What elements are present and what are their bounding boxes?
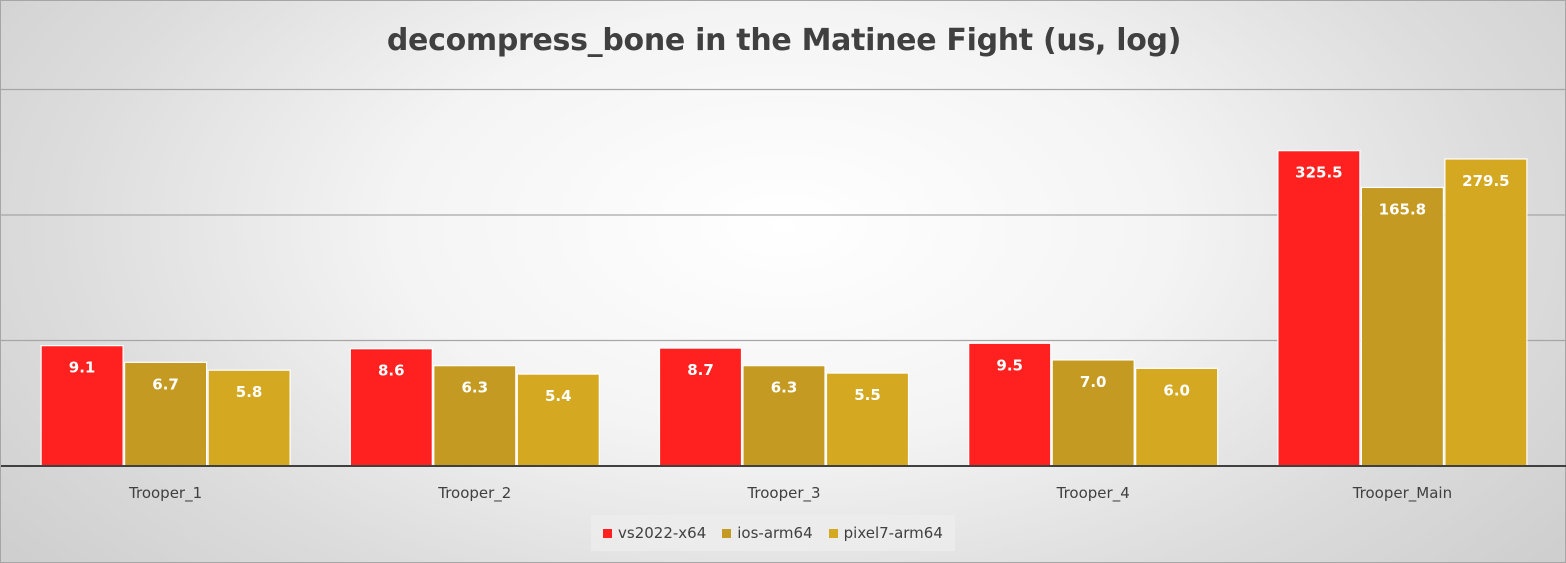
data-label: 7.0 [1080,373,1107,391]
x-tick-label: Trooper_1 [128,484,202,503]
chart-title: decompress_bone in the Matinee Fight (us… [386,23,1182,58]
bar [433,365,517,467]
data-label: 9.1 [69,359,96,377]
legend-swatch [722,528,732,538]
x-tick-label: Trooper_3 [746,484,820,503]
legend-label: ios-arm64 [737,524,813,542]
legend-label: vs2022-x64 [618,524,707,542]
data-label: 6.0 [1163,381,1190,399]
bar [207,369,291,467]
bar [123,361,208,467]
bar [349,348,433,467]
legend-swatch [603,528,612,538]
data-label: 5.8 [236,383,263,401]
data-label: 6.3 [462,379,489,397]
bar [516,373,600,467]
legend-swatch [828,528,838,538]
bar [968,342,1052,467]
data-label: 8.7 [687,361,714,379]
data-label: 6.3 [771,379,798,397]
bar [1444,158,1528,467]
legend: vs2022-x64 ios-arm64 pixel7-arm64 [591,515,955,551]
bar [1051,359,1135,467]
bar [658,347,743,467]
data-label: 9.5 [996,356,1023,374]
data-label: 165.8 [1379,200,1426,218]
data-label: 5.4 [545,387,572,405]
legend-item: pixel7-arm64 [828,524,943,542]
data-label: 6.7 [152,375,179,393]
data-label: 8.6 [378,362,405,380]
x-tick-label: Trooper_Main [1352,484,1452,503]
legend-item: ios-arm64 [722,524,813,542]
bar [1360,186,1445,467]
data-label: 325.5 [1295,164,1342,182]
legend-item: vs2022-x64 [603,524,706,542]
bar [742,365,826,467]
data-label: 5.5 [854,386,881,404]
x-tick-label: Trooper_2 [437,484,511,503]
bar [1135,367,1219,467]
x-tick-label: Trooper_4 [1056,484,1130,503]
bar [1277,150,1361,467]
legend-label: pixel7-arm64 [843,524,943,542]
data-label: 279.5 [1462,172,1509,190]
